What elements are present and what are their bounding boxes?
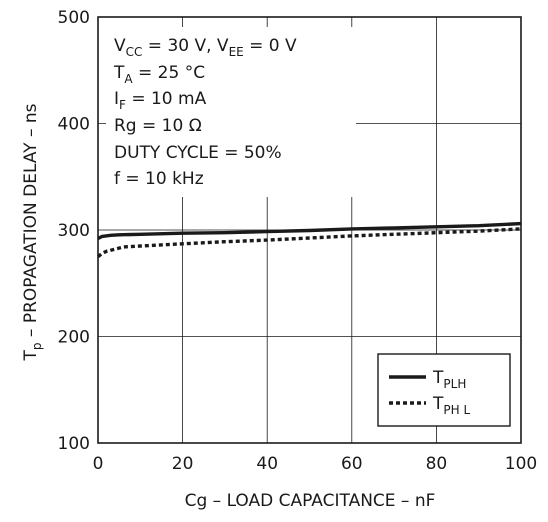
y-tick-label-400: 400	[58, 115, 90, 135]
y-axis-title: Tp – PROPAGATION DELAY – ns	[21, 103, 44, 361]
x-tick-label-100: 100	[505, 454, 537, 474]
condition-rg: Rg = 10 Ω	[114, 116, 202, 136]
x-tick-label-20: 20	[172, 454, 194, 474]
series-line-tphl	[96, 227, 522, 258]
y-tick-label-100: 100	[58, 434, 90, 454]
y-tick-label-200: 200	[58, 328, 90, 348]
condition-if: IF = 10 mA	[114, 89, 207, 112]
condition-frequency: f = 10 kHz	[114, 169, 204, 189]
condition-duty-cycle: DUTY CYCLE = 50%	[114, 143, 282, 163]
y-tick-label-500: 500	[58, 8, 90, 28]
y-axis-title-sub: p	[30, 342, 44, 350]
y-axis-title-rest: – PROPAGATION DELAY – ns	[21, 103, 41, 342]
condition-vcc-vee: VCC = 30 V, VEE = 0 V	[114, 36, 297, 59]
plot-frame	[97, 16, 522, 444]
test-conditions: VCC = 30 V, VEE = 0 V TA = 25 °C IF = 10…	[106, 27, 356, 197]
legend: TPLH TPH L	[377, 353, 511, 427]
series-line-tplh	[97, 221, 522, 241]
condition-ta: TA = 25 °C	[113, 63, 205, 86]
y-axis-title-main: T	[21, 349, 41, 361]
x-tick-label-40: 40	[256, 454, 278, 474]
tick-labels: 0 20 40 60 80 100 100 200 300 400 500	[58, 8, 538, 474]
x-tick-label-80: 80	[426, 454, 448, 474]
x-axis-title: Cg – LOAD CAPACITANCE – nF	[185, 491, 436, 511]
legend-box	[377, 353, 511, 427]
series-group	[96, 221, 522, 258]
legend-label-tplh: TPLH	[432, 368, 466, 391]
legend-label-tphl: TPH L	[432, 394, 470, 417]
y-tick-label-300: 300	[58, 221, 90, 241]
x-tick-label-60: 60	[341, 454, 363, 474]
x-tick-label-0: 0	[93, 454, 104, 474]
conditions-background	[106, 27, 356, 197]
